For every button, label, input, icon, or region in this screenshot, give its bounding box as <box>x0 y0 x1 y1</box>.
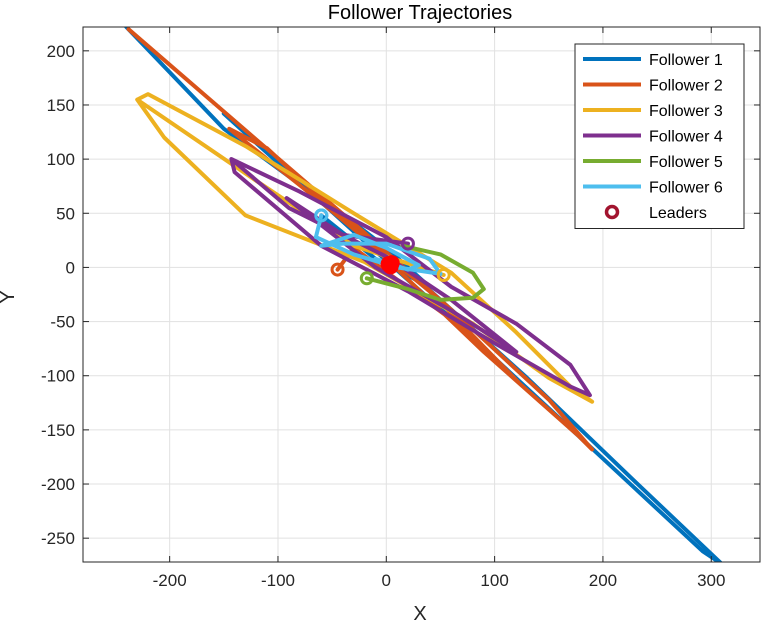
legend-label-follower-1: Follower 1 <box>649 52 723 69</box>
endpoint-marker-follower-6 <box>314 208 329 223</box>
x-tick-label: 300 <box>697 571 725 590</box>
series-line-follower-5 <box>364 243 486 302</box>
y-tick-label: 100 <box>47 150 75 169</box>
y-tick-label: 150 <box>47 96 75 115</box>
x-axis-label: X <box>413 603 426 625</box>
legend-label-follower-5: Follower 5 <box>649 154 723 171</box>
legend-label-follower-6: Follower 6 <box>649 180 723 197</box>
legend: Follower 1 Follower 2 Follower 3 Follower 4… <box>574 43 745 229</box>
plot-area: -200 -100 0 100 200 300 200 150 100 50 0 -50 -100 -15… <box>41 26 761 590</box>
x-tick-label: -100 <box>261 571 295 590</box>
x-tick-label: -200 <box>153 571 187 590</box>
series-layer <box>124 27 723 562</box>
x-tick-label: 100 <box>480 571 508 590</box>
y-tick-label: 0 <box>66 258 75 277</box>
series-line-follower-3 <box>135 92 595 404</box>
endpoint-marker-follower-4 <box>400 236 415 251</box>
endpoint-marker-follower-3 <box>436 268 451 283</box>
y-tick-label: -200 <box>41 475 75 494</box>
legend-label-follower-4: Follower 4 <box>649 129 723 146</box>
y-tick-label: -100 <box>41 367 75 386</box>
x-tick-label: 0 <box>382 571 391 590</box>
legend-swatch-leaders <box>604 204 620 220</box>
legend-label-follower-2: Follower 2 <box>649 78 723 95</box>
leader-point <box>382 258 399 275</box>
y-tick-label: 200 <box>47 42 75 61</box>
chart-title: Follower Trajectories <box>328 2 513 24</box>
y-tick-label: -50 <box>50 313 75 332</box>
plot-frame <box>82 26 761 563</box>
endpoint-marker-follower-5 <box>359 271 374 286</box>
y-tick-label: 50 <box>56 204 75 223</box>
series-line-follower-6 <box>313 213 443 276</box>
y-axis-label: Y <box>0 290 19 303</box>
x-tick-label: 200 <box>589 571 617 590</box>
y-tick-label: -150 <box>41 421 75 440</box>
legend-label-follower-3: Follower 3 <box>649 103 723 120</box>
legend-label-leaders: Leaders <box>649 205 707 222</box>
endpoint-marker-follower-2 <box>330 262 345 277</box>
y-tick-label: -250 <box>41 529 75 548</box>
